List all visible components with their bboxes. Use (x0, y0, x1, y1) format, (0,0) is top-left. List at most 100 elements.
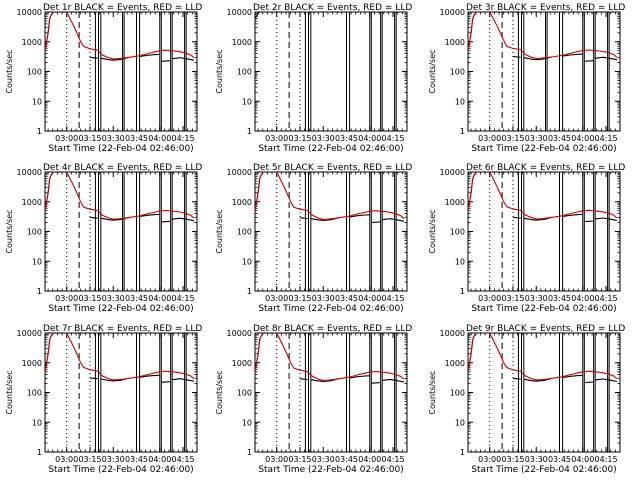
lld-series-line (66, 332, 195, 381)
x-tick-label: 03:45 (335, 455, 358, 464)
x-tick-label: 03:00 (478, 455, 501, 464)
y-tick-label: 10 (455, 418, 465, 427)
y-tick-label: 1000 (22, 359, 42, 368)
y-tick-label: 100 (450, 228, 465, 237)
detector-panel: Det 4r BLACK = Events, RED = LLD 1 10 100 10… (5, 163, 202, 314)
plot-frame (44, 171, 198, 292)
y-tick-label: 100 (237, 228, 252, 237)
y-tick-label: 1 (247, 287, 252, 296)
events-series-line (595, 217, 618, 222)
y-axis-label: Counts/sec (215, 49, 224, 93)
x-tick-label: 04:00 (358, 294, 381, 303)
events-series-line (349, 375, 370, 379)
x-tick-label: 04:00 (148, 134, 171, 143)
y-tick-label: 10 (32, 418, 42, 427)
events-series-line (562, 53, 583, 57)
events-series-line (172, 217, 195, 222)
y-tick-label: 10000 (227, 168, 252, 177)
y-tick-label: 10000 (227, 329, 252, 338)
x-tick-label: 03:30 (102, 294, 125, 303)
y-tick-label: 1000 (22, 38, 42, 47)
x-tick-label: 03:45 (125, 134, 148, 143)
events-series-line (310, 217, 339, 222)
x-tick-label: 04:15 (172, 455, 195, 464)
x-axis-label: Start Time (22-Feb-04 02:46:00) (48, 304, 193, 314)
lld-series-line (489, 332, 618, 381)
detector-panel: Det 9r BLACK = Events, RED = LLD 1 10 100 10… (428, 324, 625, 475)
events-series-line (161, 60, 171, 62)
y-tick-label: 100 (237, 68, 252, 77)
y-tick-label: 1 (247, 127, 252, 136)
events-series-line (139, 374, 160, 378)
y-tick-label: 1 (460, 127, 465, 136)
x-tick-label: 04:15 (595, 134, 618, 143)
events-series-line (512, 216, 521, 219)
panel-title: Det 7r BLACK = Events, RED = LLD (43, 324, 202, 334)
y-tick-label: 10 (32, 257, 42, 266)
y-tick-label: 1 (37, 448, 42, 457)
x-tick-label: 03:00 (55, 294, 78, 303)
events-series-line (523, 56, 552, 61)
x-axis-label: Start Time (22-Feb-04 02:46:00) (48, 465, 193, 475)
plot-frame (467, 171, 621, 292)
x-tick-label: 04:15 (172, 294, 195, 303)
x-tick-label: 03:15 (78, 294, 101, 303)
lld-series-line (44, 12, 54, 51)
lld-series-line (254, 333, 264, 372)
panel-title: Det 8r BLACK = Events, RED = LLD (253, 324, 412, 334)
events-series-line (512, 55, 521, 58)
events-series-line (512, 377, 521, 380)
y-tick-label: 10 (242, 97, 252, 106)
events-series-line (139, 213, 160, 218)
x-tick-label: 03:30 (102, 455, 125, 464)
x-tick-label: 03:15 (501, 294, 524, 303)
y-tick-label: 1000 (445, 198, 465, 207)
y-tick-label: 1000 (232, 198, 252, 207)
plot-frame (44, 332, 198, 453)
panel-title: Det 9r BLACK = Events, RED = LLD (466, 324, 625, 334)
x-tick-label: 03:15 (78, 455, 101, 464)
y-axis-label: Counts/sec (215, 209, 224, 253)
y-tick-label: 10 (455, 97, 465, 106)
x-tick-label: 03:00 (55, 134, 78, 143)
lld-series-line (467, 333, 477, 372)
x-tick-label: 03:15 (288, 134, 311, 143)
y-tick-label: 10000 (17, 168, 42, 177)
x-tick-label: 03:30 (312, 134, 335, 143)
x-tick-label: 04:00 (571, 455, 594, 464)
x-tick-label: 04:15 (382, 455, 405, 464)
y-tick-label: 1 (460, 448, 465, 457)
events-series-line (584, 60, 594, 62)
panel-title: Det 6r BLACK = Events, RED = LLD (466, 163, 625, 173)
x-axis-label: Start Time (22-Feb-04 02:46:00) (471, 144, 616, 154)
panel-title: Det 5r BLACK = Events, RED = LLD (253, 163, 412, 173)
x-tick-label: 04:15 (382, 134, 405, 143)
y-axis-label: Counts/sec (428, 49, 437, 93)
x-tick-label: 03:15 (288, 455, 311, 464)
x-tick-label: 03:45 (548, 294, 571, 303)
y-tick-label: 10 (242, 418, 252, 427)
plot-frame (254, 171, 408, 292)
lld-series-line (467, 172, 477, 211)
events-series-line (89, 377, 98, 380)
x-tick-label: 03:00 (265, 294, 288, 303)
events-series-line (139, 53, 160, 58)
lld-series-line (489, 171, 618, 220)
panel-title: Det 3r BLACK = Events, RED = LLD (466, 3, 625, 13)
x-tick-label: 04:00 (571, 294, 594, 303)
x-tick-label: 03:15 (501, 134, 524, 143)
plot-frame (467, 11, 621, 132)
detector-panel: Det 5r BLACK = Events, RED = LLD 1 10 100 10… (215, 163, 412, 314)
plot-frame (467, 332, 621, 453)
x-tick-label: 03:45 (125, 294, 148, 303)
y-tick-label: 1 (460, 287, 465, 296)
x-tick-label: 04:15 (382, 294, 405, 303)
x-axis-label: Start Time (22-Feb-04 02:46:00) (471, 465, 616, 475)
x-tick-label: 03:30 (312, 294, 335, 303)
y-tick-label: 100 (27, 389, 42, 398)
x-axis-label: Start Time (22-Feb-04 02:46:00) (471, 304, 616, 314)
y-tick-label: 1000 (22, 198, 42, 207)
y-tick-label: 10000 (440, 329, 465, 338)
y-tick-label: 100 (27, 228, 42, 237)
lld-series-line (66, 11, 195, 60)
